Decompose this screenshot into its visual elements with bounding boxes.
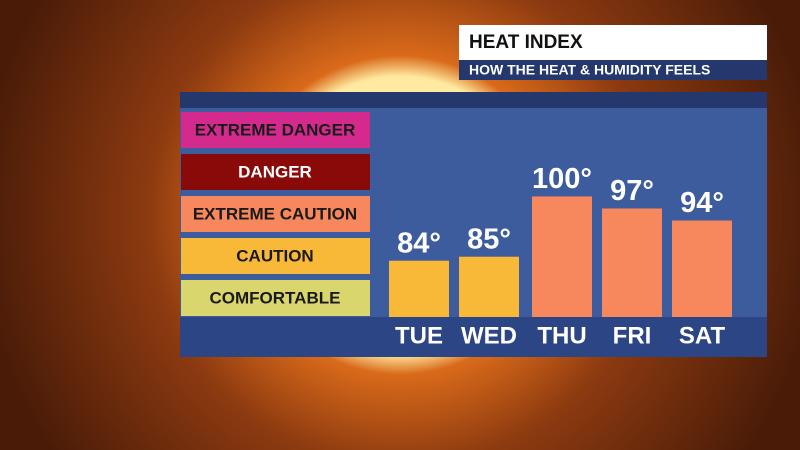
plot: 84° TUE 85° WED 100° THU 97° FRI 94° SAT: [389, 163, 732, 349]
x-tick-label: WED: [461, 322, 517, 349]
legend: EXTREME DANGER DANGER EXTREME CAUTION CAUTI…: [181, 112, 370, 316]
panel-top: [180, 92, 767, 108]
value-label: 100°: [532, 163, 592, 195]
legend-swatch: [181, 196, 370, 232]
legend-label: COMFORTABLE: [210, 288, 341, 307]
x-tick-label: TUE: [395, 322, 443, 349]
bar: [532, 196, 592, 317]
x-tick-label: SAT: [679, 322, 726, 349]
legend-swatch: [181, 238, 370, 274]
x-tick-label: FRI: [613, 322, 652, 349]
legend-label: DANGER: [238, 162, 312, 181]
title-box: [459, 25, 767, 60]
bar: [459, 256, 519, 317]
legend-label: EXTREME CAUTION: [193, 204, 357, 223]
panel-bottom: [180, 317, 767, 357]
chart-subtitle: HOW THE HEAT & HUMIDITY FEELS: [469, 62, 710, 78]
value-label: 94°: [680, 187, 724, 219]
subtitle-box: [459, 60, 767, 80]
bar: [672, 220, 732, 317]
legend-swatch: [181, 280, 370, 316]
value-label: 97°: [610, 175, 654, 207]
legend-label: EXTREME DANGER: [195, 120, 356, 139]
value-label: 85°: [467, 223, 511, 255]
x-tick-label: THU: [537, 322, 586, 349]
chart-title: HEAT INDEX: [469, 32, 583, 53]
value-label: 84°: [397, 227, 441, 259]
legend-swatch: [181, 154, 370, 190]
legend-swatch: [181, 112, 370, 148]
bar: [602, 208, 662, 317]
legend-label: CAUTION: [236, 246, 313, 265]
bar: [389, 260, 449, 317]
